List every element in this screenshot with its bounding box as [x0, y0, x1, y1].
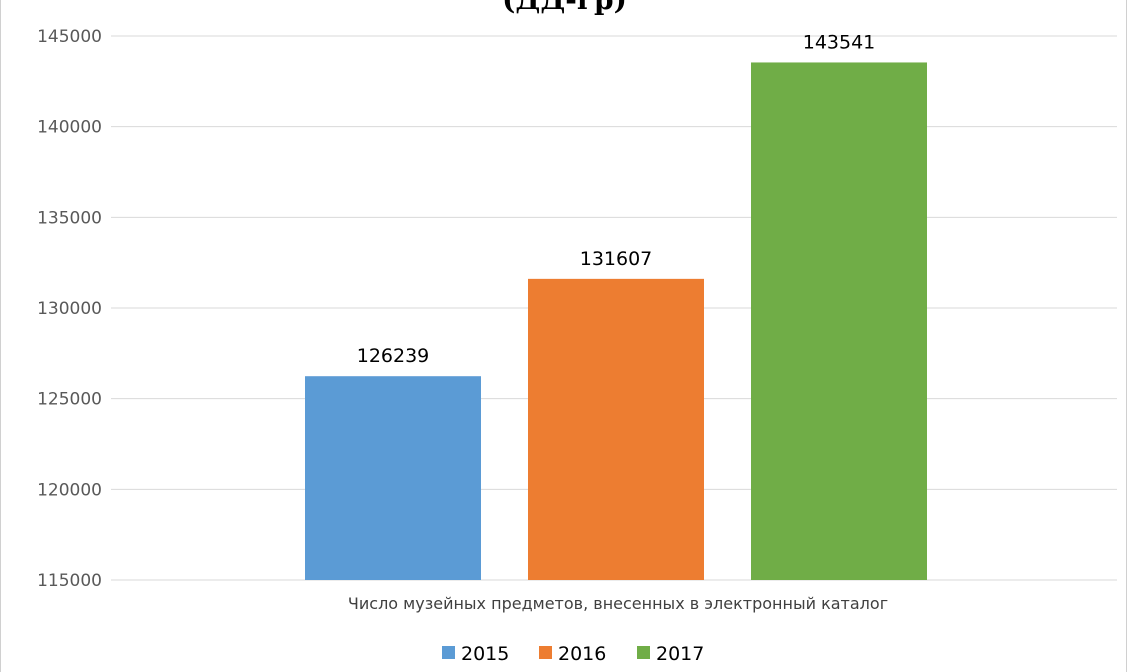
legend-swatch-2015 [442, 646, 455, 659]
data-label-2015: 126239 [357, 345, 430, 367]
chart-title: (ДД-гр) [1, 0, 1127, 16]
y-tick-label: 130000 [37, 299, 102, 319]
data-labels: 126239 131607 143541 [357, 31, 876, 367]
bar-2016 [528, 278, 704, 580]
y-tick-label: 145000 [37, 27, 102, 47]
y-tick-label: 135000 [37, 208, 102, 228]
y-tick-label: 140000 [37, 118, 102, 138]
legend-swatch-2017 [637, 646, 650, 659]
bar-2017 [751, 62, 927, 580]
data-label-2016: 131607 [580, 248, 653, 270]
x-axis-category-label: Число музейных предметов, внесенных в эл… [348, 594, 888, 613]
bars [305, 62, 927, 580]
y-tick-label: 125000 [37, 390, 102, 410]
legend-label-2017: 2017 [656, 643, 704, 665]
data-label-2017: 143541 [803, 31, 876, 53]
legend: 2015 2016 2017 [442, 643, 704, 665]
bar-2015 [305, 376, 481, 580]
y-tick-label: 115000 [37, 571, 102, 591]
legend-label-2016: 2016 [558, 643, 606, 665]
legend-swatch-2016 [539, 646, 552, 659]
y-axis-ticks: 115000 120000 125000 130000 135000 140000 1450… [37, 27, 102, 591]
legend-label-2015: 2015 [461, 643, 509, 665]
y-tick-label: 120000 [37, 480, 102, 500]
